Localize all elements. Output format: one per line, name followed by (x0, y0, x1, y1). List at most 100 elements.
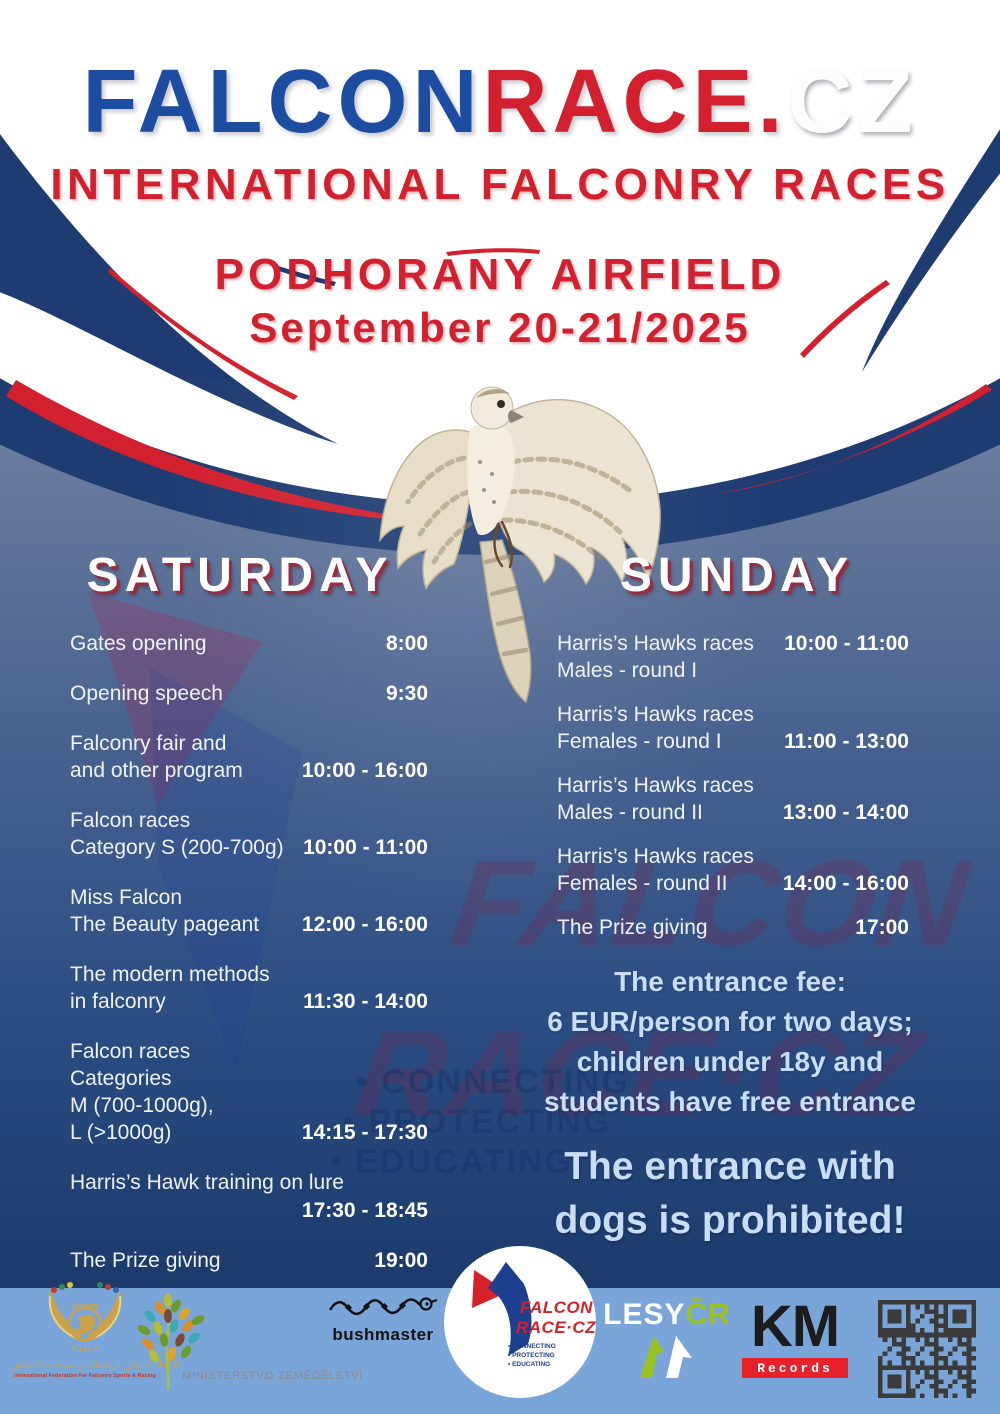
schedule-event: Miss Falcon The Beauty pageant 12:00 - 1… (70, 884, 428, 938)
lesycr-label: LESYČR (602, 1298, 732, 1332)
schedule-event: Harris’s Hawks races Males - round II 13… (557, 772, 909, 826)
dogs-prohibited-text: The entrance with dogs is prohibited! (500, 1140, 960, 1248)
km-letters: KM (750, 1294, 840, 1359)
event-label: Females - round II (557, 872, 728, 895)
sunday-heading: SUNDAY (619, 549, 855, 602)
event-dates: September 20-21/2025 (249, 304, 751, 351)
saturday-schedule: Gates opening 8:00 Opening speech 9:30 F… (70, 630, 428, 1297)
lesy-word: LESY (603, 1298, 686, 1331)
event-label: The modern methods (70, 963, 270, 986)
qr-code (878, 1300, 976, 1398)
event-label: Harris’s Hawk training on lure (70, 1171, 344, 1194)
event-time: 11:00 - 13:00 (784, 730, 909, 753)
km-records-label: Records (757, 1360, 833, 1376)
schedule-event: Harris’s Hawks races Females - round II … (557, 843, 909, 897)
event-time: 10:00 - 11:00 (784, 632, 909, 655)
event-label: Harris’s Hawks races (557, 703, 754, 726)
event-label: The Prize giving (557, 916, 708, 939)
bushmaster-lure-icon (328, 1297, 438, 1316)
dogs-line: dogs is prohibited! (554, 1199, 906, 1242)
event-label: Males - round I (557, 659, 698, 682)
event-label: Falcon races (70, 809, 191, 832)
iffsr-caption: International Federation For Falconry Sp… (14, 1373, 156, 1379)
title-cz: CZ (787, 52, 918, 152)
venue-name: PODHORANY AIRFIELD (214, 250, 786, 299)
falconrace-logo-line2: RACE·CZ (516, 1318, 596, 1337)
event-time: 13:00 - 14:00 (782, 801, 909, 824)
fee-line: 6 EUR/person for two days; (547, 1006, 913, 1037)
slogan-line: • CONNECTING (508, 1343, 556, 1350)
event-label: Falconry fair and (70, 732, 227, 755)
schedule-event: Harris’s Hawks races Females - round I 1… (557, 701, 909, 755)
event-label: The Prize giving (70, 1249, 221, 1272)
schedule-event: The Prize giving 19:00 (70, 1247, 428, 1274)
event-time: 11:30 - 14:00 (303, 990, 428, 1013)
schedule-event: Falcon races Category S (200-700g) 10:00… (70, 807, 428, 861)
dogs-line: The entrance with (564, 1145, 896, 1188)
event-time: 17:00 (855, 916, 909, 939)
bushmaster-label: bushmaster (332, 1325, 434, 1344)
event-label: Category S (200-700g) (70, 836, 284, 859)
event-label: Falcon races Categories (70, 1040, 191, 1090)
event-label: Males - round II (557, 801, 703, 824)
falconrace-logo-line1: FALCON (520, 1298, 593, 1317)
fee-line: The entrance fee: (614, 966, 846, 997)
event-label: in falconry (70, 990, 166, 1013)
subtitle: INTERNATIONAL FALCONRY RACES (50, 160, 950, 209)
event-label: The Beauty pageant (70, 913, 260, 936)
entrance-fee-text: The entrance fee: 6 EUR/person for two d… (500, 962, 960, 1122)
event-label: and other program (70, 759, 243, 782)
ministry-tree-icon (138, 1293, 205, 1391)
event-label: Harris’s Hawks races (557, 632, 754, 655)
lesycr-logo: LESYČR (602, 1298, 732, 1385)
title-falcon: FALCON (82, 52, 483, 152)
event-label: Miss Falcon (70, 886, 183, 909)
slogan-line: • EDUCATING (508, 1361, 551, 1368)
event-time: 10:00 - 11:00 (303, 836, 428, 859)
falconrace-arrow-icon (472, 1262, 532, 1356)
schedule-event: Harris’s Hawks races Males - round I 10:… (557, 630, 909, 684)
title-race: RACE. (482, 52, 788, 152)
schedule-event: Opening speech 9:30 (70, 680, 428, 707)
falconrace-logo: FALCON RACE·CZ • CONNECTING • PROTECTING… (444, 1246, 596, 1398)
bushmaster-logo: bushmaster (328, 1292, 438, 1345)
km-records-logo: KM Records (742, 1294, 848, 1378)
event-time: 9:30 (385, 682, 428, 705)
lesycr-trees-icon (640, 1336, 692, 1378)
event-label: Females - round I (557, 730, 722, 753)
fee-line: students have free entrance (544, 1086, 916, 1117)
event-time: 8:00 (385, 632, 428, 655)
schedule-event: Falconry fair and and other program 10:0… (70, 730, 428, 784)
event-time: 10:00 - 16:00 (301, 759, 428, 782)
event-time: 12:00 - 16:00 (301, 913, 428, 936)
ministry-label: MINISTERSTVO ZEMĚDĚLSTVÍ (182, 1370, 364, 1382)
event-time: 14:00 - 16:00 (782, 872, 909, 895)
sunday-schedule: Harris’s Hawks races Males - round I 10:… (557, 630, 909, 958)
schedule-event: The Prize giving 17:00 (557, 914, 909, 941)
falconrace-logo-slogan: • CONNECTING • PROTECTING • EDUCATING (508, 1342, 556, 1369)
km-records-strip: Records (742, 1358, 848, 1378)
fee-line: children under 18y and (576, 1046, 884, 1077)
event-time: 19:00 (374, 1249, 428, 1272)
cr-word: ČR (685, 1298, 731, 1331)
page-title: FALCONRACE.CZ (0, 52, 1000, 152)
event-time: 17:30 - 18:45 (301, 1199, 428, 1222)
event-label: M (700-1000g), (70, 1094, 214, 1117)
slogan-line: • PROTECTING (508, 1352, 555, 1359)
svg-text:IFFSR: IFFSR (72, 1302, 98, 1312)
event-label: Harris’s Hawks races (557, 845, 754, 868)
event-time: 14:15 - 17:30 (301, 1121, 428, 1144)
event-label: L (>1000g) (70, 1121, 172, 1144)
schedule-event: Harris’s Hawk training on lure 17:30 - 1… (70, 1169, 428, 1224)
schedule-event: The modern methods in falconry 11:30 - 1… (70, 961, 428, 1015)
iffsr-emblem-icon: IFFSR (48, 1282, 122, 1352)
iffsr-arabic-text: الإتحاد الدولي لرياضات و سباقات الصقور (10, 1360, 180, 1371)
event-label: Opening speech (70, 682, 223, 705)
saturday-heading: SATURDAY (86, 549, 394, 602)
schedule-event: Falcon races Categories M (700-1000g), L… (70, 1038, 428, 1146)
header-swoosh-art (0, 0, 1000, 555)
iffsr-logo: IFFSR الإتحاد الدولي لرياضات و سباقات ال… (10, 1280, 180, 1379)
schedule-event: Gates opening 8:00 (70, 630, 428, 657)
event-label: Harris’s Hawks races (557, 774, 754, 797)
